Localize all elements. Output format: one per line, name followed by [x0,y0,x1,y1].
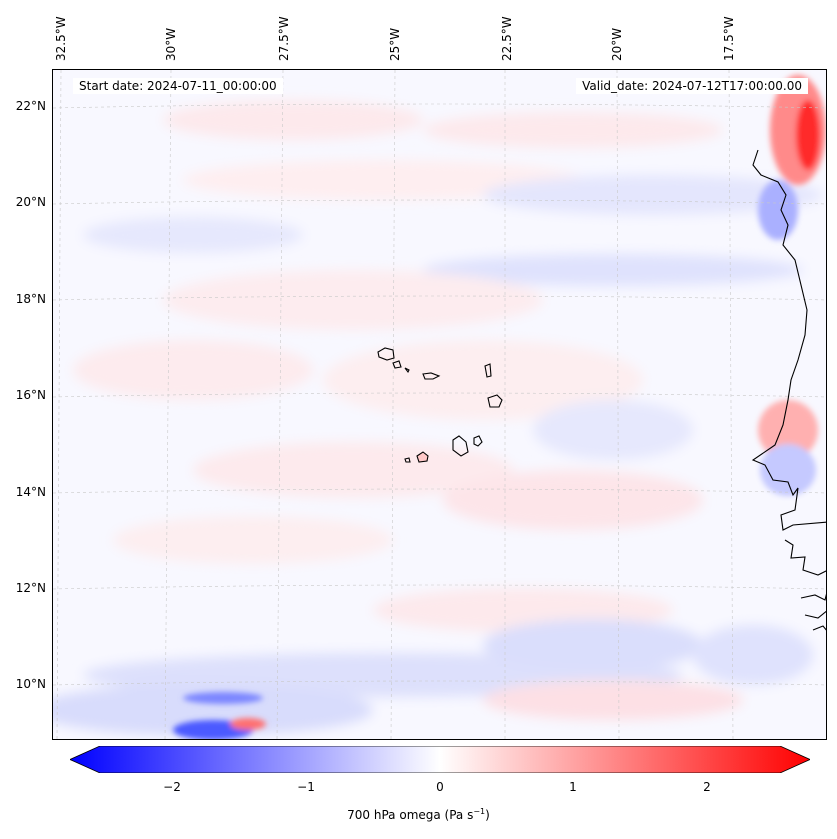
lon-label-25w: 25°W [388,27,402,61]
colorbar-label-exponent: −1 [473,807,486,816]
lat-label-10n: 10°N [15,677,46,691]
coastline [751,149,826,631]
lat-label-12n: 12°N [15,581,46,595]
colorbar-tick-neg1: −1 [297,780,315,794]
lat-label-14n: 14°N [15,485,46,499]
lon-label-27-5w: 27.5°W [277,16,291,61]
lon-label-32-5w: 32.5°W [54,16,68,61]
colorbar [70,746,810,773]
colorbar-tick-0: 0 [436,780,444,794]
start-date-label: Start date: 2024-07-11_00:00:00 [73,78,283,94]
lat-label-18n: 18°N [15,292,46,306]
cape-verde-islands [377,347,503,463]
omega-map [52,69,827,740]
colorbar-tick-2: 2 [703,780,711,794]
colorbar-label: 700 hPa omega (Pa s−1) [0,807,837,822]
valid-date-label: Valid_date: 2024-07-12T17:00:00.00 [576,78,808,94]
colorbar-tick-neg2: −2 [163,780,181,794]
lon-label-17-5w: 17.5°W [722,16,736,61]
colorbar-label-text: 700 hPa omega (Pa s [347,808,474,822]
omega-field [53,100,823,736]
lon-label-22-5w: 22.5°W [500,16,514,61]
omega-field-svg [53,70,826,739]
omega-strong-features [173,75,826,739]
lon-label-20w: 20°W [610,27,624,61]
colorbar-tick-1: 1 [569,780,577,794]
colorbar-label-suffix: ) [485,808,490,822]
lat-label-16n: 16°N [15,388,46,402]
gridlines [53,70,826,739]
lon-label-30w: 30°W [164,27,178,61]
lat-label-22n: 22°N [15,99,46,113]
lat-label-20n: 20°N [15,195,46,209]
